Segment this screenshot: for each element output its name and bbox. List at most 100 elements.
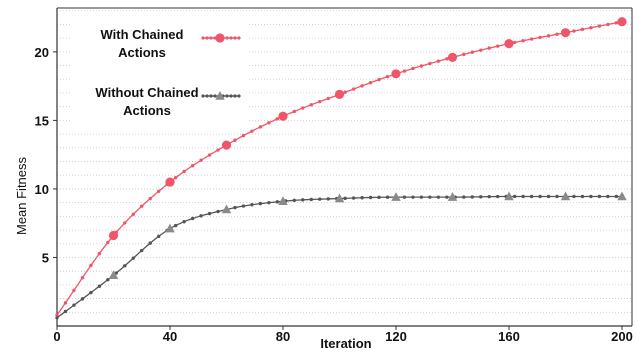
- legend-label-without-line2: Actions: [123, 103, 171, 118]
- series-dot: [614, 21, 619, 25]
- series-dot: [250, 129, 254, 133]
- series-dot: [351, 196, 356, 200]
- series-dot: [402, 69, 407, 73]
- series-dot: [580, 27, 585, 32]
- series-dot: [292, 109, 296, 114]
- series-dot: [436, 195, 441, 199]
- legend-label-with-line2: Actions: [118, 45, 166, 60]
- x-tick-label: 160: [498, 329, 520, 344]
- series-dot: [597, 194, 602, 199]
- series-dot: [106, 278, 110, 282]
- legend-label-without-line1: Without Chained: [95, 85, 198, 100]
- data-point: [108, 230, 119, 241]
- series-dot: [182, 219, 186, 224]
- series-dot: [318, 197, 322, 201]
- data-point: [391, 69, 401, 79]
- series-layer: [55, 17, 627, 320]
- legend-dot: [209, 94, 213, 98]
- series-dot: [292, 198, 296, 203]
- data-point: [391, 192, 401, 201]
- series-dot: [173, 175, 178, 180]
- series-dot: [267, 200, 271, 205]
- series-dot: [385, 74, 390, 79]
- data-point: [447, 52, 458, 62]
- x-tick-label: 40: [163, 329, 177, 344]
- series-dot: [538, 194, 542, 199]
- series-dot: [131, 256, 135, 260]
- series-dot: [216, 209, 220, 214]
- series-dot: [360, 84, 364, 88]
- series-dot: [521, 39, 525, 43]
- data-point: [165, 177, 175, 187]
- series-dot: [496, 44, 500, 48]
- legend-dot: [229, 36, 233, 40]
- legend-label-with-line1: With Chained: [101, 27, 184, 42]
- series-dot: [123, 264, 127, 268]
- series-dot: [309, 197, 313, 202]
- legend-dot: [205, 94, 209, 98]
- data-point: [334, 89, 345, 99]
- series-without-chained-actions: [55, 191, 627, 320]
- series-dot: [241, 133, 246, 138]
- series-dot: [301, 198, 305, 202]
- series-dot: [462, 52, 466, 57]
- data-point: [221, 204, 232, 214]
- series-dot: [555, 194, 559, 199]
- series-dot: [572, 29, 576, 33]
- series-dot: [80, 276, 85, 280]
- legend-dot: [237, 36, 241, 40]
- series-dot: [368, 195, 373, 200]
- series-dot: [157, 189, 161, 193]
- legend-dot: [205, 36, 209, 40]
- series-dot: [377, 77, 381, 82]
- series-dot: [258, 201, 263, 206]
- series-dot: [80, 297, 85, 301]
- series-dot: [207, 211, 212, 216]
- legend-dot: [233, 94, 237, 98]
- data-point: [617, 191, 627, 201]
- series-dot: [428, 61, 432, 66]
- data-point: [447, 192, 458, 201]
- legend-sample-without-chained: [201, 91, 241, 100]
- series-dot: [580, 194, 585, 199]
- series-dot: [309, 103, 313, 107]
- x-tick-label: 80: [276, 329, 290, 344]
- series-dot: [529, 194, 534, 199]
- series-dot: [462, 195, 466, 199]
- data-point: [108, 270, 119, 280]
- series-dot: [199, 158, 203, 162]
- series-dot: [512, 40, 517, 45]
- series-dot: [233, 138, 237, 142]
- legend-dot: [209, 36, 213, 40]
- series-dot: [190, 163, 195, 168]
- series-dot: [436, 59, 441, 63]
- y-tick-labels: 5 10 15 20: [35, 45, 57, 265]
- series-dot: [428, 195, 432, 199]
- x-tick-labels: 0 40 80 120 160 200: [53, 326, 633, 344]
- series-dot: [521, 194, 525, 199]
- series-dot: [275, 200, 280, 204]
- series-dot: [496, 194, 500, 199]
- series-dot: [148, 241, 152, 245]
- series-dot: [207, 153, 212, 157]
- series-dot: [190, 216, 195, 221]
- series-dot: [157, 234, 161, 239]
- series-dot: [343, 196, 347, 201]
- series-dot: [479, 48, 483, 52]
- series-dot: [55, 313, 59, 317]
- series-dot: [368, 80, 373, 85]
- y-axis-title: Mean Fitness: [14, 156, 29, 235]
- series-dot: [546, 194, 551, 199]
- data-point: [504, 191, 514, 201]
- series-dot: [326, 96, 330, 101]
- series-dot: [479, 195, 483, 199]
- series-dot: [614, 194, 619, 199]
- series-dot: [89, 290, 93, 295]
- series-dot: [89, 263, 93, 268]
- legend-dot: [229, 94, 233, 98]
- data-point: [504, 39, 514, 49]
- y-tick-label: 15: [35, 113, 49, 128]
- y-tick-label: 10: [35, 182, 49, 197]
- data-point: [278, 196, 288, 206]
